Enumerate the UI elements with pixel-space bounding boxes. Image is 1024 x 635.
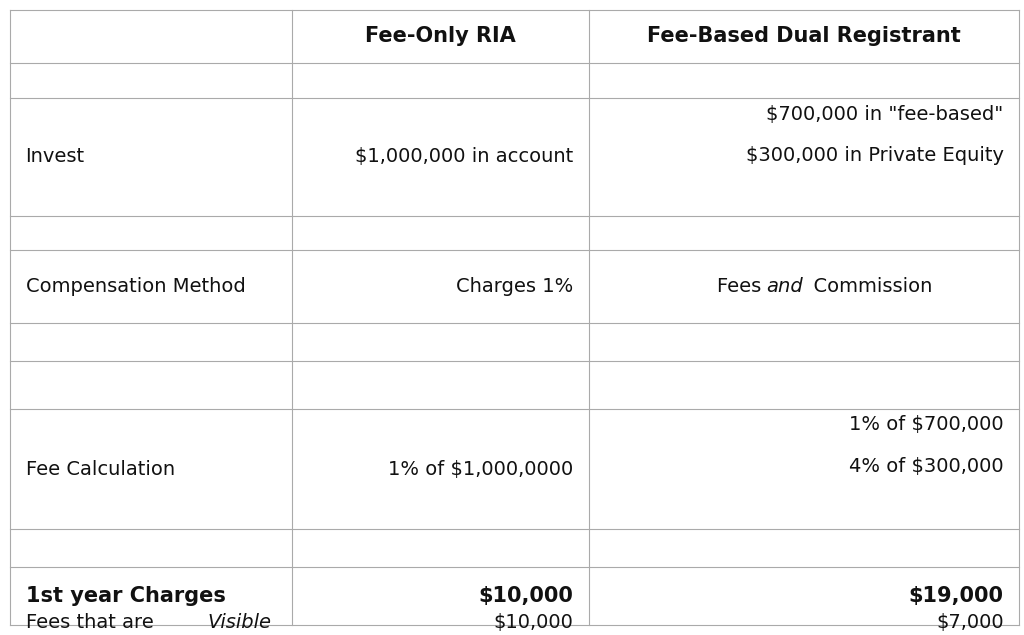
Text: Commission: Commission (801, 277, 932, 297)
Text: $10,000: $10,000 (478, 586, 573, 606)
Text: 4% of $300,000: 4% of $300,000 (849, 457, 1004, 476)
Text: Fee-Only RIA: Fee-Only RIA (365, 27, 516, 46)
Text: $700,000 in "fee-based": $700,000 in "fee-based" (766, 105, 1004, 124)
Text: Charges 1%: Charges 1% (456, 277, 573, 297)
Text: Fee-Based Dual Registrant: Fee-Based Dual Registrant (647, 27, 961, 46)
Text: Visible: Visible (208, 613, 271, 632)
Text: 1st year Charges: 1st year Charges (26, 586, 225, 606)
Text: Fees that are: Fees that are (26, 613, 160, 632)
Text: 1% of $1,000,0000: 1% of $1,000,0000 (388, 460, 573, 479)
Text: Fees: Fees (717, 277, 767, 297)
Text: $10,000: $10,000 (494, 613, 573, 632)
Text: Compensation Method: Compensation Method (26, 277, 246, 297)
Text: Fee Calculation: Fee Calculation (26, 460, 175, 479)
Text: $19,000: $19,000 (908, 586, 1004, 606)
Text: $1,000,000 in account: $1,000,000 in account (355, 147, 573, 166)
Text: $7,000: $7,000 (936, 613, 1004, 632)
Text: 1% of $700,000: 1% of $700,000 (849, 415, 1004, 434)
Text: Invest: Invest (26, 147, 85, 166)
Text: and: and (766, 277, 803, 297)
Text: $300,000 in Private Equity: $300,000 in Private Equity (745, 146, 1004, 165)
